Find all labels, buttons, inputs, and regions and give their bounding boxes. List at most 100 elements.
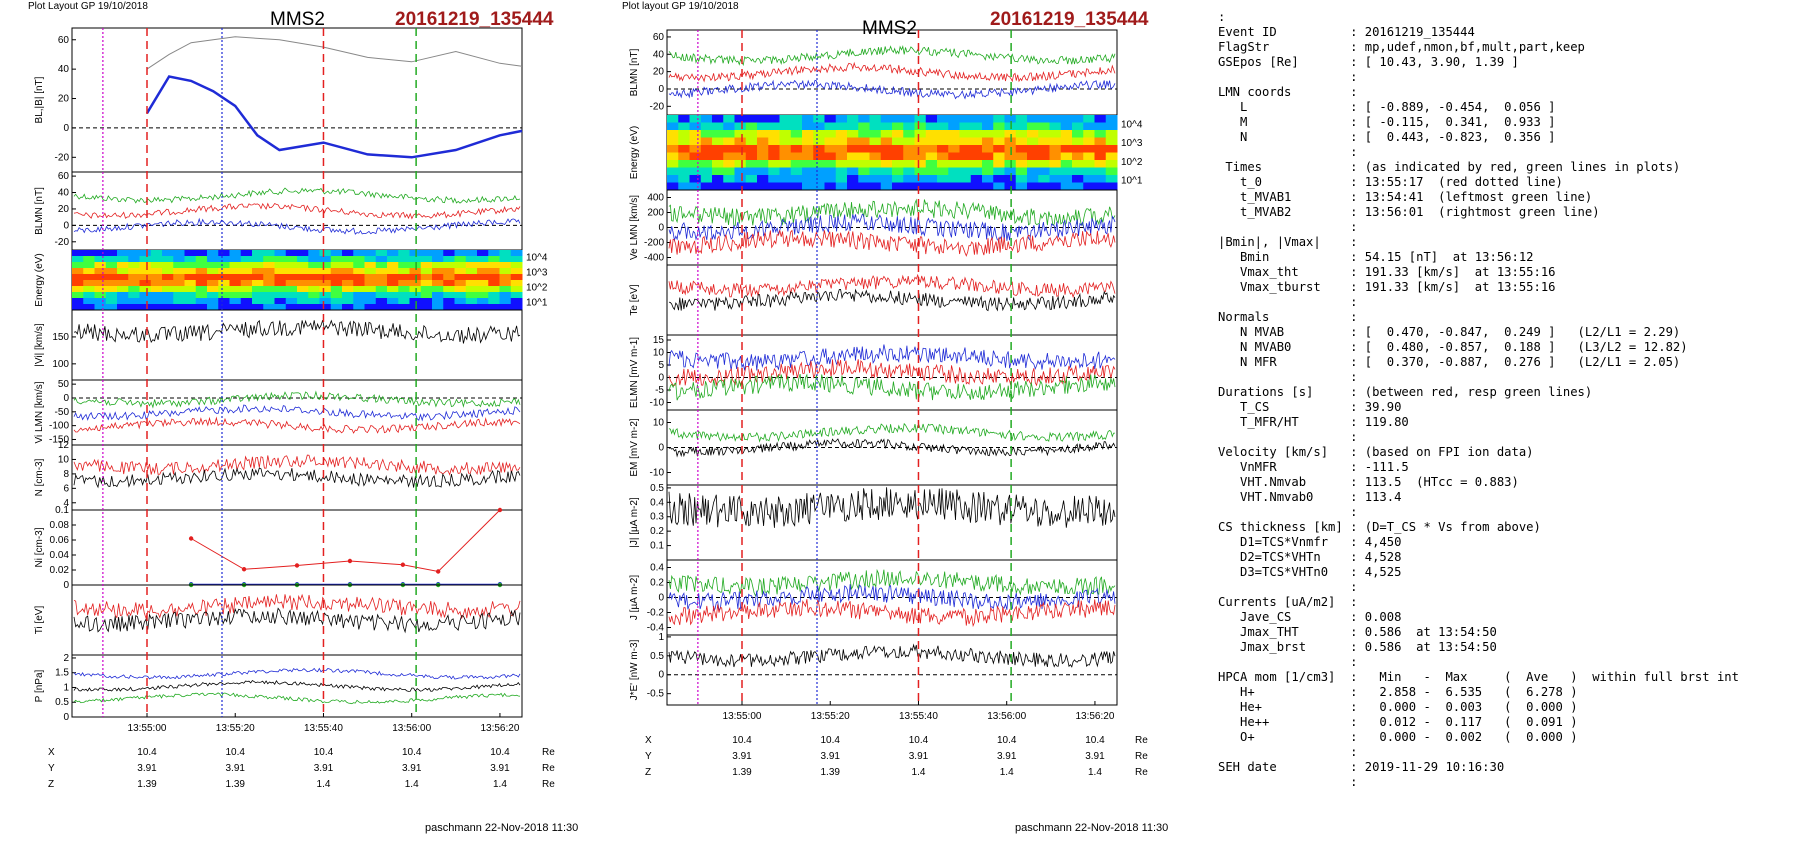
heatmap-cell <box>734 137 747 146</box>
heatmap-cell <box>1049 182 1062 191</box>
heatmap-cell <box>240 262 253 269</box>
heatmap-cell <box>207 280 219 287</box>
trace-line <box>73 607 521 634</box>
heatmap-cell <box>465 280 478 287</box>
pos-row-value: 3.91 <box>402 763 422 774</box>
heatmap-cell <box>308 262 320 269</box>
heatmap-cell <box>319 274 332 281</box>
heatmap-cell <box>308 274 320 281</box>
heatmap-cell <box>858 182 870 191</box>
heatmap-cell <box>937 122 949 131</box>
heatmap-cell <box>342 250 354 257</box>
heatmap-cell <box>420 286 433 293</box>
heatmap-cell <box>150 280 163 287</box>
info-line: Vmax_tburst : 191.33 [km/s] at 13:55:16 <box>1218 280 1556 294</box>
heatmap-cell <box>72 286 84 293</box>
heatmap-cell <box>667 137 679 146</box>
heatmap-cell <box>488 298 500 305</box>
heatmap-cell <box>72 262 84 269</box>
heatmap-cell <box>667 145 679 153</box>
heatmap-cell <box>195 286 208 293</box>
pos-row-value: 10.4 <box>997 735 1017 746</box>
heatmap-cell <box>689 152 702 161</box>
pos-row-value: 10.4 <box>732 735 752 746</box>
info-line: He++ : 0.012 - 0.117 ( 0.091 ) <box>1218 715 1578 729</box>
heatmap-cell <box>1094 152 1107 161</box>
y-tick-label: 0.1 <box>55 505 69 516</box>
pos-row-unit: Re <box>542 747 555 758</box>
heatmap-cell <box>162 286 174 293</box>
heatmap-cell <box>723 152 735 161</box>
heatmap-cell <box>1072 160 1084 168</box>
heatmap-cell <box>1038 130 1050 138</box>
heatmap-cell <box>240 286 253 293</box>
trace-line <box>668 45 1116 66</box>
heatmap-cell <box>375 262 388 269</box>
info-line: : <box>1218 580 1358 594</box>
heatmap-cell <box>802 130 814 138</box>
heatmap-cell <box>409 280 422 287</box>
heatmap-cell <box>488 268 500 275</box>
heatmap-cell <box>342 298 354 305</box>
heatmap-cell <box>240 298 253 305</box>
info-line: : <box>1218 70 1358 84</box>
heatmap-cell <box>1083 152 1095 161</box>
heatmap-cell <box>105 250 118 257</box>
heatmap-cell <box>869 175 882 183</box>
y-tick-label: 0.08 <box>50 520 70 531</box>
heatmap-cell <box>128 280 140 287</box>
heatmap-cell <box>184 280 197 287</box>
heatmap-cell <box>745 152 758 161</box>
heatmap-cell <box>937 175 949 183</box>
heatmap-cell <box>790 167 803 176</box>
x-tick-label: 13:56:00 <box>392 723 431 734</box>
heatmap-cell <box>162 250 174 257</box>
heatmap-cell <box>387 280 399 287</box>
heatmap-cell <box>510 262 523 269</box>
heatmap-cell <box>813 130 825 138</box>
heatmap-cell <box>499 250 512 257</box>
heatmap-cell <box>420 292 433 299</box>
trace-line <box>73 416 521 434</box>
heatmap-cell <box>1015 145 1028 153</box>
y-tick-label: 20 <box>653 67 665 78</box>
heatmap-cell <box>420 274 433 281</box>
energy-spectrogram <box>72 250 523 311</box>
pos-row-value: 3.91 <box>997 751 1017 762</box>
heatmap-cell <box>297 286 309 293</box>
heatmap-cell <box>982 182 994 191</box>
heatmap-cell <box>94 256 107 263</box>
heatmap-cell <box>1083 167 1095 176</box>
heatmap-cell <box>364 286 377 293</box>
heatmap-cell <box>937 160 949 168</box>
heatmap-cell <box>1083 122 1095 131</box>
heatmap-cell <box>835 167 848 176</box>
heatmap-cell <box>83 292 95 299</box>
heatmap-cell <box>779 152 792 161</box>
heatmap-cell <box>285 274 298 281</box>
heatmap-cell <box>667 115 679 123</box>
y-tick-label: -10 <box>650 398 665 409</box>
heatmap-cell <box>723 160 735 168</box>
heatmap-cell <box>757 122 769 131</box>
heatmap-cell <box>94 298 107 305</box>
heatmap-cell <box>162 304 174 311</box>
heatmap-cell <box>993 137 1005 146</box>
info-line: Currents [uA/m2] : <box>1218 595 1358 609</box>
heatmap-cell <box>925 175 938 183</box>
heatmap-cell <box>1027 167 1039 176</box>
heatmap-cell <box>970 182 983 191</box>
heatmap-cell <box>813 175 825 183</box>
heatmap-cell <box>364 256 377 263</box>
heatmap-cell <box>229 280 242 287</box>
heatmap-cell <box>173 304 185 311</box>
heatmap-cell <box>745 115 758 123</box>
y-tick-label: -100 <box>49 421 69 432</box>
y-tick-label: 4 <box>63 498 69 509</box>
y-tick-label: 0.5 <box>55 697 69 708</box>
heatmap-cell <box>1038 122 1050 131</box>
heatmap-cell <box>1027 115 1039 123</box>
heatmap-cell <box>207 256 219 263</box>
heatmap-cell <box>420 280 433 287</box>
heatmap-cell <box>285 286 298 293</box>
